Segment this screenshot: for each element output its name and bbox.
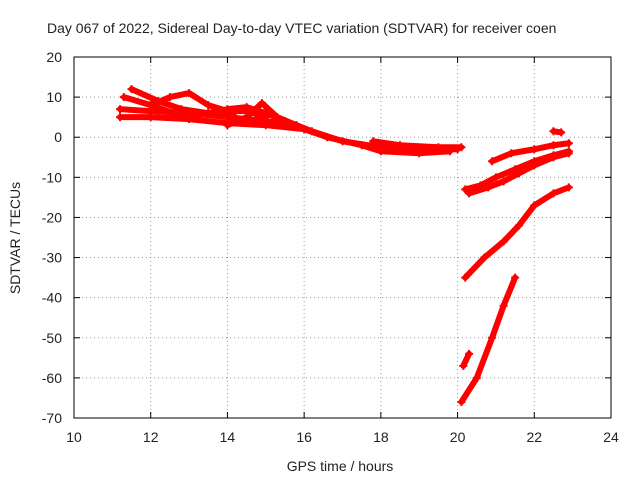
data-point — [499, 177, 508, 186]
data-series-track-13 — [461, 183, 573, 282]
data-point — [116, 105, 125, 114]
data-point — [165, 93, 174, 102]
y-axis-label: SDTVAR / TECUs — [7, 182, 23, 294]
y-tick-label: 10 — [46, 89, 62, 105]
data-point — [484, 183, 493, 192]
data-point — [457, 143, 466, 152]
y-tick-label: -70 — [42, 410, 62, 426]
data-series-track-8 — [369, 137, 466, 152]
data-series-track-10 — [465, 149, 573, 198]
data-point — [499, 237, 508, 246]
ticks: 10 12 14 16 18 20 22 24 20 10 0 -10 -20 -30 -40 -50 -60 -… — [42, 49, 619, 445]
data-point — [491, 173, 500, 182]
data-point — [549, 141, 558, 150]
data-series-track-15 — [459, 349, 474, 370]
data-point — [434, 143, 443, 152]
y-tick-label: -50 — [42, 330, 62, 346]
data-point — [511, 273, 520, 282]
data-point — [357, 141, 366, 150]
data-point — [530, 145, 539, 154]
data-point — [564, 149, 573, 158]
x-tick-label: 12 — [143, 429, 159, 445]
data-point — [396, 141, 405, 150]
x-axis-label: GPS time / hours — [287, 458, 394, 474]
data-point — [507, 149, 516, 158]
data-point — [292, 121, 301, 130]
data-point — [169, 109, 178, 118]
data-series-track-14 — [457, 273, 520, 406]
data-point — [146, 113, 155, 122]
x-tick-label: 24 — [603, 429, 619, 445]
y-tick-label: -60 — [42, 370, 62, 386]
y-tick-label: -10 — [42, 169, 62, 185]
y-tick-label: -20 — [42, 209, 62, 225]
x-tick-label: 10 — [66, 429, 82, 445]
y-tick-label: 20 — [46, 49, 62, 65]
data-point — [185, 89, 194, 98]
data-point — [300, 125, 309, 134]
data-point — [323, 133, 332, 142]
data-point — [376, 147, 385, 156]
data-point — [465, 349, 474, 358]
series-trace — [120, 94, 200, 121]
data-point — [119, 93, 128, 102]
data-point — [415, 149, 424, 158]
data-point — [514, 169, 523, 178]
y-tick-label: 0 — [54, 129, 62, 145]
data-point — [472, 373, 481, 382]
data-point — [465, 189, 474, 198]
series-trace — [370, 138, 465, 151]
data-point — [116, 113, 125, 122]
data-point — [564, 183, 573, 192]
data-point — [480, 253, 489, 262]
data-point — [242, 103, 251, 112]
data-point — [192, 113, 201, 122]
data-series-track-12 — [549, 127, 566, 137]
series-trace — [458, 274, 519, 405]
data-series-track-11 — [488, 139, 573, 166]
data-point — [488, 157, 497, 166]
data-point — [514, 221, 523, 230]
data-point — [204, 109, 213, 118]
data-layer — [116, 85, 573, 406]
data-point — [261, 121, 270, 130]
data-point — [549, 127, 558, 136]
x-tick-label: 18 — [373, 429, 389, 445]
data-point — [127, 85, 136, 94]
data-point — [564, 139, 573, 148]
data-point — [177, 105, 186, 114]
series-trace — [462, 184, 572, 281]
data-point — [461, 185, 470, 194]
data-point — [488, 333, 497, 342]
y-tick-label: -40 — [42, 290, 62, 306]
data-series-track-7 — [223, 99, 301, 130]
grid — [74, 57, 611, 418]
data-point — [549, 153, 558, 162]
x-tick-label: 20 — [450, 429, 466, 445]
data-point — [459, 361, 468, 370]
x-tick-label: 22 — [526, 429, 542, 445]
data-point — [242, 113, 251, 122]
y-tick-label: -30 — [42, 250, 62, 266]
x-tick-label: 14 — [220, 429, 236, 445]
data-point — [457, 397, 466, 406]
data-point — [223, 105, 232, 114]
data-point — [204, 101, 213, 110]
data-point — [461, 273, 470, 282]
data-point — [146, 101, 155, 110]
data-point — [530, 161, 539, 170]
data-point — [223, 121, 232, 130]
data-point — [273, 113, 282, 122]
x-tick-label: 16 — [296, 429, 312, 445]
data-point — [499, 301, 508, 310]
chart-title: Day 067 of 2022, Sidereal Day-to-day VTE… — [47, 20, 556, 36]
plot-frame — [73, 56, 612, 419]
data-point — [369, 137, 378, 146]
data-point — [257, 99, 266, 108]
data-point — [530, 201, 539, 210]
data-point — [557, 128, 566, 137]
data-point — [549, 189, 558, 198]
